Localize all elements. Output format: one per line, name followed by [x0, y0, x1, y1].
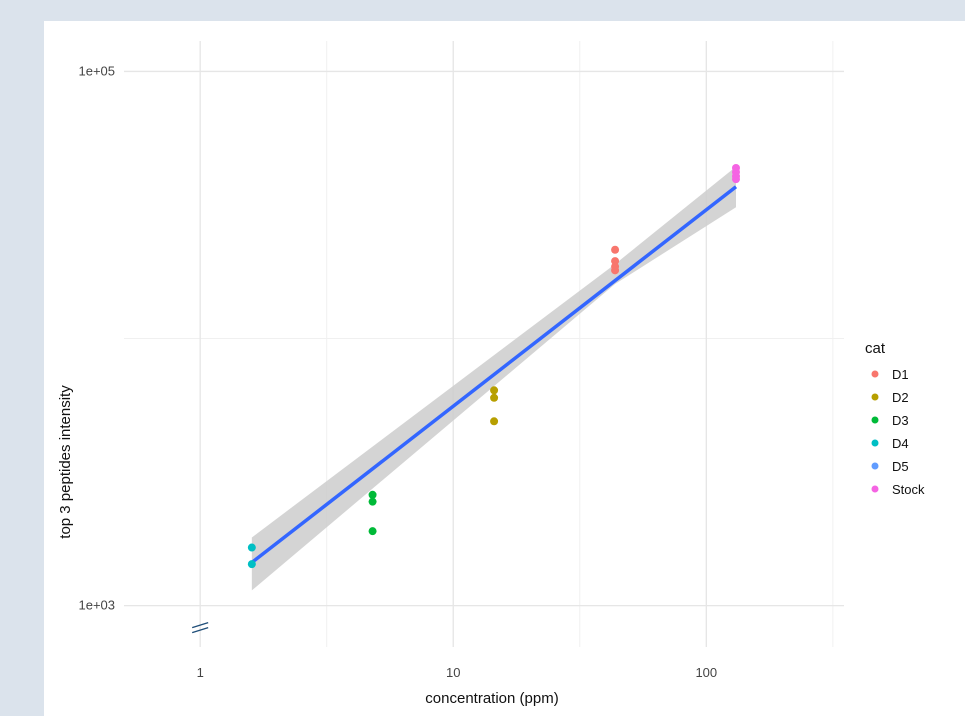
legend-label: D4 [892, 436, 909, 451]
points-layer [247, 163, 740, 569]
data-point-d4 [247, 560, 256, 569]
scatter-chart: 1 10 100 1e+03 1e+05 concentration (ppm) to… [57, 41, 925, 707]
legend: cat D1 D2 D3 D4 D5 Stock [865, 340, 925, 497]
y-tick-labels: 1e+03 1e+05 [78, 63, 115, 612]
y-axis-title: top 3 peptides intensity [57, 385, 74, 539]
legend-key [871, 439, 879, 447]
data-point-d3 [368, 497, 377, 506]
x-tick-label: 10 [446, 665, 460, 680]
data-point-d2 [490, 417, 499, 426]
legend-key [871, 370, 879, 378]
data-point-d2 [490, 386, 499, 395]
fit-line [250, 185, 738, 564]
legend-key [871, 393, 879, 401]
axis-break-marker [191, 621, 209, 634]
x-tick-labels: 1 10 100 [197, 665, 718, 680]
legend-key [871, 462, 879, 470]
legend-key [871, 416, 879, 424]
data-point-d4 [247, 543, 256, 552]
y-tick-label: 1e+05 [78, 63, 115, 78]
data-point-d1 [611, 257, 620, 266]
x-tick-label: 1 [197, 665, 204, 680]
legend-item-stock: Stock [871, 482, 925, 497]
legend-item-d5: D5 [871, 459, 909, 474]
grid-major [124, 41, 844, 647]
axis-break-stroke [191, 621, 209, 629]
fit-line-layer [250, 185, 738, 564]
legend-item-d3: D3 [871, 413, 909, 428]
y-tick-label: 1e+03 [78, 598, 115, 613]
legend-items: D1 D2 D3 D4 D5 Stock [871, 367, 925, 497]
grid-minor [124, 41, 844, 647]
legend-item-d4: D4 [871, 436, 909, 451]
legend-title: cat [865, 340, 886, 357]
x-axis-title: concentration (ppm) [425, 690, 558, 707]
data-point-d1 [611, 266, 620, 275]
data-point-d1 [611, 245, 620, 254]
data-point-d3 [368, 490, 377, 499]
legend-label: D5 [892, 459, 909, 474]
legend-key [871, 485, 879, 493]
data-point-d2 [490, 393, 499, 402]
legend-label: D1 [892, 367, 909, 382]
legend-label: Stock [892, 482, 925, 497]
axis-break-stroke [191, 626, 209, 634]
data-point-stock [731, 175, 740, 184]
confidence-band-layer [251, 166, 736, 591]
chart-panel: 1 10 100 1e+03 1e+05 concentration (ppm) to… [44, 21, 965, 716]
legend-item-d1: D1 [871, 367, 909, 382]
x-tick-label: 100 [695, 665, 717, 680]
legend-item-d2: D2 [871, 390, 909, 405]
legend-label: D2 [892, 390, 909, 405]
confidence-band [251, 166, 736, 591]
legend-label: D3 [892, 413, 909, 428]
data-point-d3 [368, 527, 377, 536]
